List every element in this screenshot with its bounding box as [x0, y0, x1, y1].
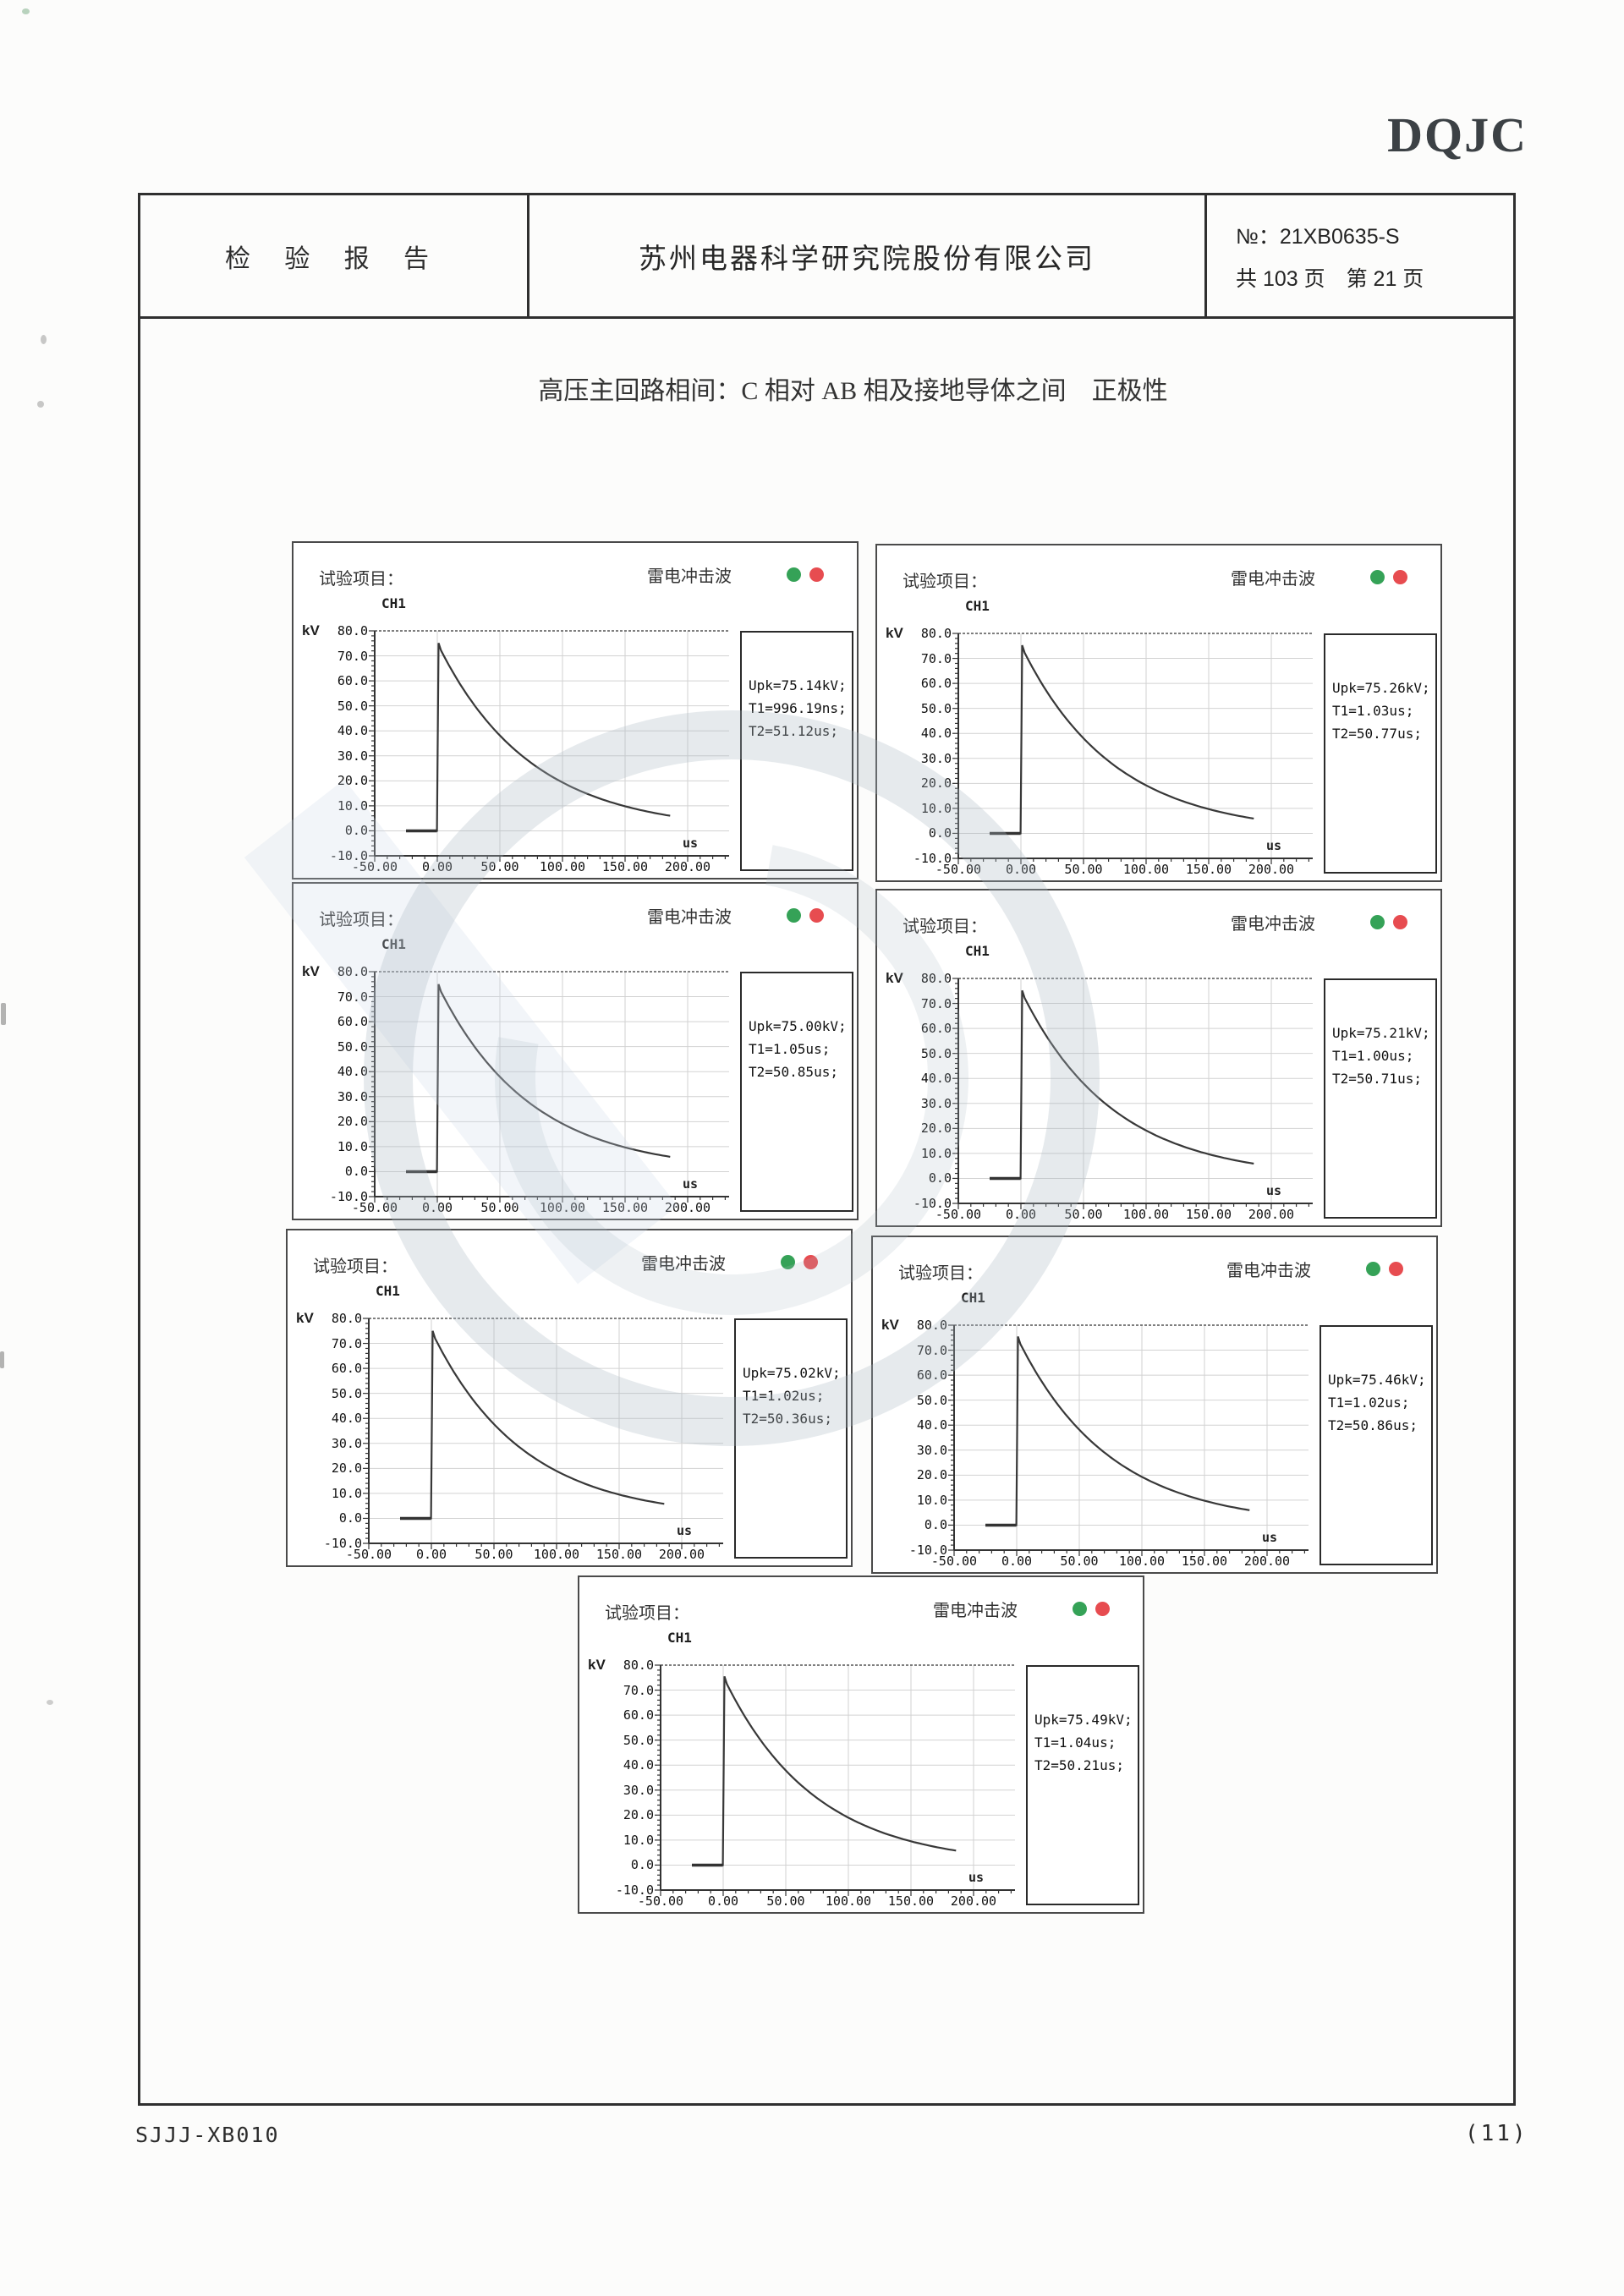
report-number-label: №：: [1236, 224, 1280, 249]
report-title: 检 验 报 告: [140, 195, 529, 316]
scan-speck: [0, 1351, 4, 1368]
report-number-value: 21XB0635-S: [1279, 224, 1400, 249]
company-name: 苏州电器科学研究院股份有限公司: [529, 195, 1207, 316]
section-title: 高压主回路相间：C 相对 AB 相及接地导体之间 正极性: [538, 377, 1168, 405]
footer-page-number: (11): [1465, 2121, 1528, 2146]
scan-speck: [47, 1700, 53, 1705]
scan-speck: [37, 401, 44, 408]
scan-speck: [41, 335, 47, 344]
dqjc-logo: DQJC: [1387, 107, 1528, 162]
report-header: 检 验 报 告 苏州电器科学研究院股份有限公司 №：21XB0635-S 共 1…: [140, 195, 1513, 319]
page-count: 共 103 页 第 21 页: [1236, 266, 1424, 291]
scan-speck: [22, 8, 30, 14]
scan-speck: [1, 1003, 6, 1025]
report-meta: №：21XB0635-S 共 103 页 第 21 页: [1207, 195, 1513, 316]
footer-doc-code: SJJJ-XB010: [135, 2123, 280, 2147]
report-frame: 检 验 报 告 苏州电器科学研究院股份有限公司 №：21XB0635-S 共 1…: [138, 193, 1516, 2106]
report-number: №：21XB0635-S: [1236, 220, 1400, 250]
